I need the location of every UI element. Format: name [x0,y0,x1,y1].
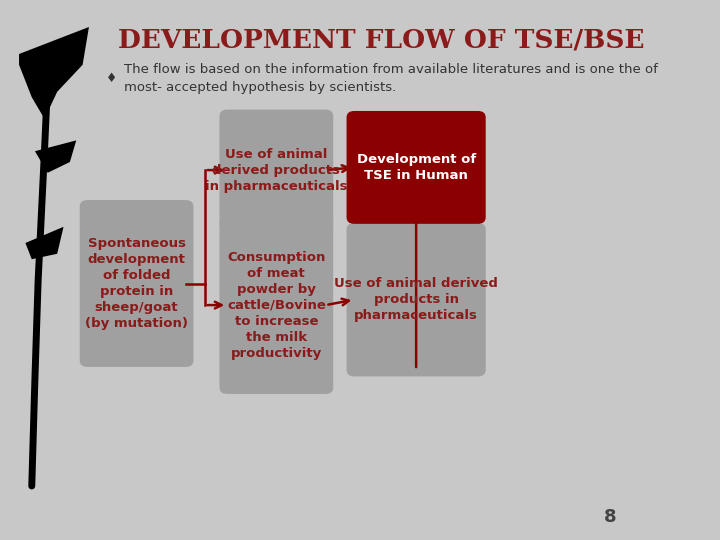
FancyBboxPatch shape [346,111,486,224]
Text: Development of
TSE in Human: Development of TSE in Human [356,153,476,182]
Text: DEVELOPMENT FLOW OF TSE/BSE: DEVELOPMENT FLOW OF TSE/BSE [118,28,644,53]
FancyBboxPatch shape [80,200,194,367]
Text: Use of animal derived
products in
pharmaceuticals: Use of animal derived products in pharma… [334,277,498,322]
Text: Spontaneous
development
of folded
protein in
sheep/goat
(by mutation): Spontaneous development of folded protei… [85,237,188,330]
Text: The flow is based on the information from available literatures and is one the o: The flow is based on the information fro… [124,63,658,94]
Polygon shape [35,140,76,173]
FancyBboxPatch shape [220,217,333,394]
Text: Consumption
of meat
powder by
cattle/Bovine
to increase
the milk
productivity: Consumption of meat powder by cattle/Bov… [227,251,325,360]
Polygon shape [25,227,63,259]
FancyBboxPatch shape [346,223,486,376]
Text: Use of animal
derived products
in pharmaceuticals: Use of animal derived products in pharma… [205,147,348,193]
Text: ♦: ♦ [106,72,117,85]
Text: 8: 8 [603,509,616,526]
FancyBboxPatch shape [220,110,333,231]
Polygon shape [19,27,89,119]
